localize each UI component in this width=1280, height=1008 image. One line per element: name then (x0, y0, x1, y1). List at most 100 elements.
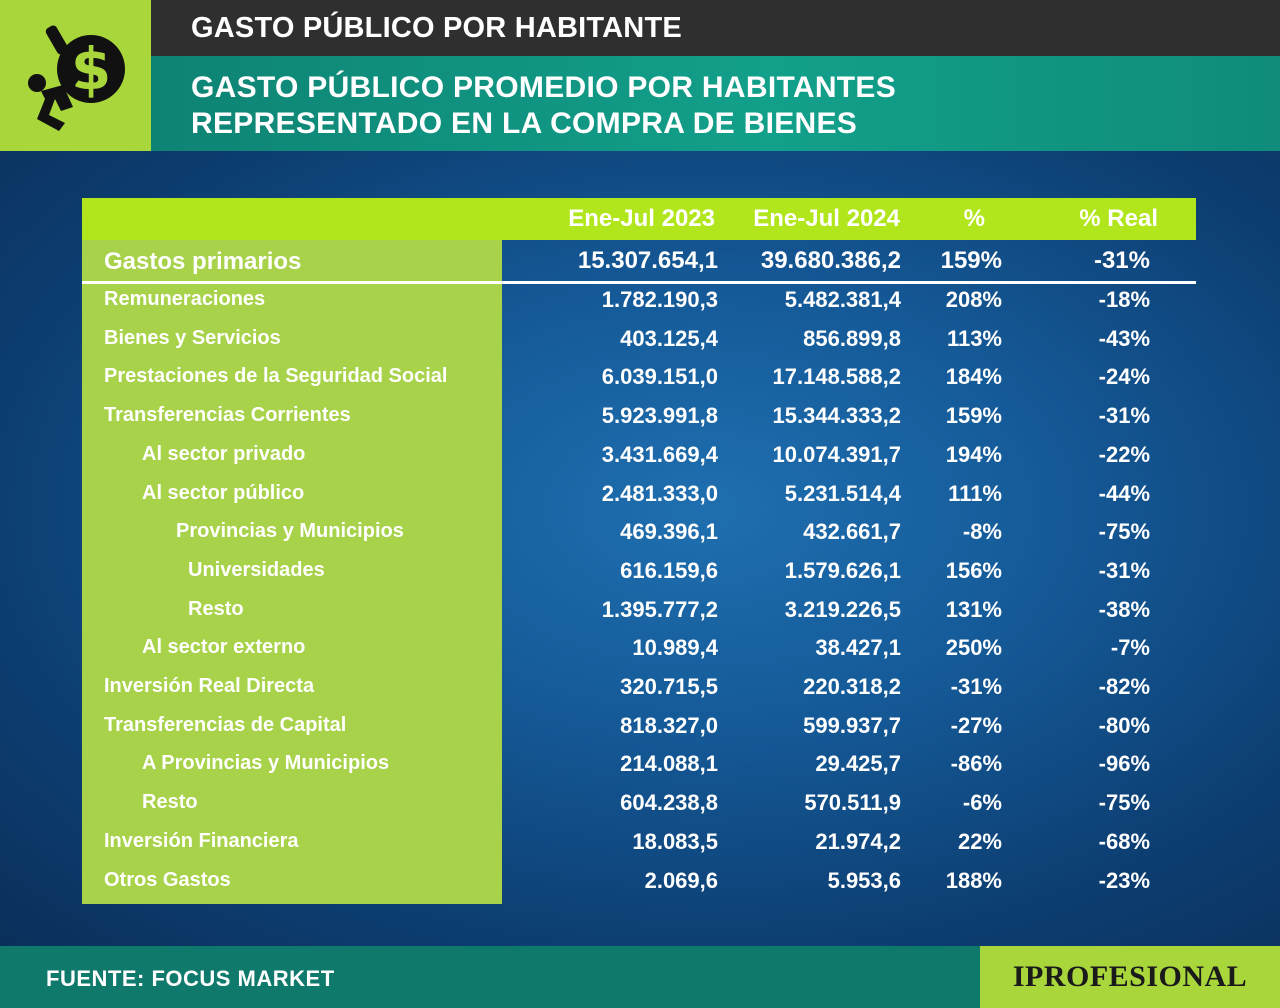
table-cell: 111% (948, 480, 1002, 506)
row-label: A Provincias y Municipios (142, 752, 390, 775)
table-cell: 469.396,1 (620, 519, 718, 545)
table-cell: -82% (1098, 674, 1150, 699)
row-label: Al sector privado (142, 442, 306, 465)
table-cell: -44% (1098, 480, 1150, 506)
table-cell: 570.511,9 (804, 790, 901, 816)
table-cell: 184% (945, 364, 1002, 390)
svg-text:$: $ (70, 35, 110, 103)
subtitle-line-2: REPRESENTADO EN LA COMPRA DE BIENES (191, 107, 858, 140)
row-label: Inversión Financiera (104, 829, 299, 852)
table-cell: 18.083,5 (632, 828, 718, 854)
column-header-percent: % (963, 205, 985, 232)
table-cell: 320.715,5 (620, 674, 718, 699)
table-cell: 6.039.151,0 (601, 364, 718, 390)
table-cell: -27% (950, 712, 1002, 738)
table-cell: 856.899,8 (803, 325, 901, 351)
table-cell: -18% (1098, 287, 1150, 312)
row-label: Transferencias Corrientes (104, 404, 351, 427)
table-cell: 156% (945, 557, 1002, 583)
table-cell: -43% (1098, 325, 1150, 351)
table-cell: -86% (950, 751, 1002, 777)
source-note: FUENTE: FOCUS MARKET (46, 966, 335, 991)
table-cell: 220.318,2 (803, 674, 901, 699)
page-title: GASTO PÚBLICO POR HABITANTE (191, 12, 682, 44)
table-cell: -31% (950, 674, 1002, 699)
table-cell: -6% (962, 790, 1002, 816)
table-cell: 15.344.333,2 (772, 403, 901, 429)
table-cell: 10.074.391,7 (772, 441, 901, 467)
column-header-2024: Ene-Jul 2024 (753, 205, 900, 232)
brand-name: IPROFESIONAL (1012, 960, 1248, 993)
row-label: Resto (188, 597, 244, 620)
table-cell: 818.327,0 (620, 712, 718, 738)
table-cell: 29.425,7 (815, 751, 901, 777)
table-cell: 250% (945, 635, 1002, 661)
table-cell: 432.661,7 (803, 519, 901, 545)
row-label: Prestaciones de la Seguridad Social (104, 365, 448, 388)
table-cell: 1.782.190,3 (601, 287, 718, 312)
table-cell: -75% (1098, 519, 1150, 545)
logo: $ (0, 0, 151, 151)
table-cell: -8% (962, 519, 1002, 545)
label-column (82, 240, 502, 904)
table-cell: -23% (1098, 867, 1150, 893)
table-cell: 208% (945, 287, 1002, 312)
table-cell: 604.238,8 (620, 790, 718, 816)
row-label: Inversión Real Directa (104, 675, 315, 697)
table-cell: 159% (940, 247, 1002, 274)
table-cell: 5.482.381,4 (784, 287, 901, 312)
footer: FUENTE: FOCUS MARKET IPROFESIONAL (0, 946, 1280, 1008)
table-cell: 5.923.991,8 (601, 403, 718, 429)
table-header-bar (82, 198, 1196, 240)
row-label: Otros Gastos (104, 868, 231, 891)
table-cell: 39.680.386,2 (760, 247, 901, 274)
table-cell: -96% (1098, 751, 1150, 777)
table-cell: 599.937,7 (803, 712, 901, 738)
table-cell: -80% (1098, 712, 1150, 738)
table-cell: -31% (1093, 247, 1150, 274)
table-cell: -38% (1098, 596, 1150, 622)
subtitle-line-1: GASTO PÚBLICO PROMEDIO POR HABITANTES (191, 71, 897, 104)
subtitle-bar: GASTO PÚBLICO PROMEDIO POR HABITANTES RE… (151, 56, 1280, 151)
table-cell: 1.395.777,2 (601, 596, 718, 622)
table-cell: 113% (946, 325, 1002, 351)
row-label: Bienes y Servicios (104, 326, 281, 349)
row-label: Resto (142, 791, 198, 814)
table-cell: 3.431.669,4 (601, 441, 718, 467)
table-cell: 5.231.514,4 (784, 480, 901, 506)
table-cell: 2.069,6 (644, 867, 718, 893)
row-label: Provincias y Municipios (176, 520, 404, 543)
table-cell: 38.427,1 (815, 635, 901, 661)
table-cell: 5.953,6 (827, 867, 901, 893)
primary-separator (82, 281, 1196, 284)
brand-logo: IPROFESIONAL (980, 946, 1280, 1008)
row-label: Al sector público (142, 481, 305, 504)
row-label: Al sector externo (142, 636, 306, 659)
table-cell: 17.148.588,2 (772, 364, 901, 390)
title-bar: GASTO PÚBLICO POR HABITANTE (151, 0, 1280, 56)
table-cell: 159% (945, 403, 1002, 429)
row-label: Transferencias de Capital (104, 713, 347, 736)
table-cell: -31% (1098, 403, 1150, 429)
table-cell: -24% (1098, 364, 1150, 390)
row-label: Gastos primarios (104, 248, 302, 275)
table-cell: 3.219.226,5 (784, 596, 901, 622)
table-cell: -75% (1098, 790, 1150, 816)
column-header-2023: Ene-Jul 2023 (568, 205, 715, 232)
table-cell: -22% (1098, 441, 1150, 467)
row-label: Remuneraciones (104, 288, 266, 310)
table-cell: 131% (945, 596, 1002, 622)
table-cell: 194% (945, 441, 1002, 467)
table-cell: 616.159,6 (620, 557, 718, 583)
table-cell: 22% (957, 828, 1002, 854)
table-cell: 214.088,1 (620, 751, 718, 777)
table-cell: -7% (1110, 635, 1150, 661)
table-cell: 403.125,4 (620, 325, 718, 351)
table-cell: 2.481.333,0 (601, 480, 718, 506)
table-cell: 1.579.626,1 (784, 557, 901, 583)
row-label: Universidades (188, 558, 325, 581)
table-cell: -68% (1098, 828, 1150, 854)
table-cell: 10.989,4 (632, 635, 718, 661)
table-cell: 21.974,2 (815, 828, 901, 854)
dollar-burden-icon: $ (27, 24, 125, 131)
